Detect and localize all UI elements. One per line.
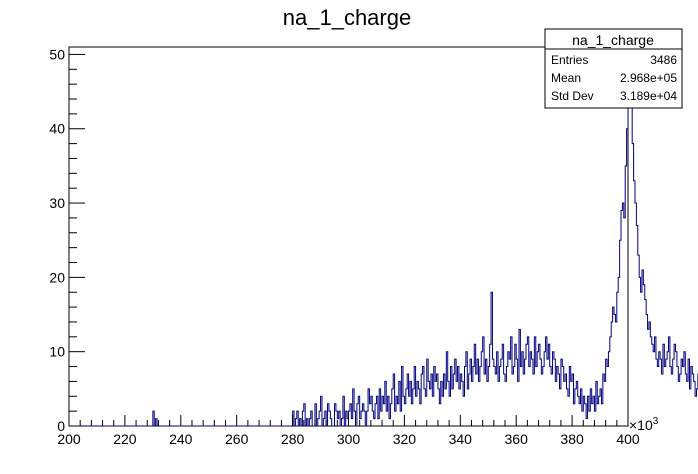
stats-stddev-value: 3.189e+04	[620, 89, 677, 103]
histogram-line	[69, 68, 698, 427]
stats-entries-value: 3486	[650, 53, 677, 67]
stats-stddev-label: Std Dev	[551, 89, 594, 103]
y-tick-label: 20	[49, 269, 65, 285]
x-tick-label: 200	[57, 431, 81, 447]
stats-mean-value: 2.968e+05	[620, 71, 677, 85]
stats-mean-label: Mean	[551, 71, 581, 85]
stats-box-frame	[544, 28, 683, 109]
x-axis-multiplier: ×103	[629, 416, 659, 433]
x-tick-label: 400	[616, 431, 640, 447]
x-tick-label: 220	[113, 431, 137, 447]
y-tick-label: 10	[49, 344, 65, 360]
x-tick-label: 300	[337, 431, 361, 447]
stats-entries-label: Entries	[551, 53, 588, 67]
stats-box: na_1_charge Entries 3486 Mean 2.968e+05 …	[544, 28, 683, 109]
x-tick-label: 280	[281, 431, 305, 447]
x-tick-label: 340	[449, 431, 473, 447]
x-tick-label: 240	[169, 431, 193, 447]
y-tick-label: 40	[49, 121, 65, 137]
x-tick-label: 380	[560, 431, 584, 447]
chart-title: na_1_charge	[283, 5, 411, 30]
histogram-series	[69, 68, 698, 427]
x-tick-label: 320	[393, 431, 417, 447]
x-tick-label: 260	[225, 431, 249, 447]
y-tick-label: 30	[49, 195, 65, 211]
x-tick-label: 360	[505, 431, 529, 447]
y-axis: 0 10 20 30 40 50	[49, 46, 85, 434]
y-tick-label: 50	[49, 46, 65, 62]
plot-frame	[68, 46, 629, 427]
y-tick-label: 0	[57, 418, 65, 434]
x-axis: 200 220 240 260 280 300 320 340 360 380 400	[57, 415, 640, 447]
stats-box-title: na_1_charge	[572, 32, 654, 48]
